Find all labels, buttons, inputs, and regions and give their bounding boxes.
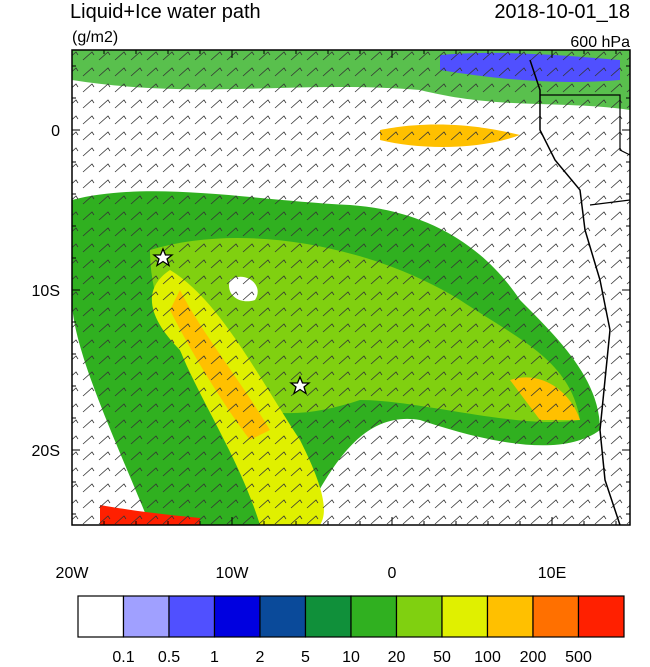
colorbar-box — [577, 595, 625, 638]
units: (g/m2) — [72, 29, 118, 46]
colorbar-box — [486, 595, 534, 638]
colorbar-label: 50 — [433, 649, 451, 666]
y-tick-label: 0 — [51, 123, 60, 140]
colorbar-box — [168, 595, 216, 638]
colorbar-label: 200 — [520, 649, 547, 666]
colorbar-label: 100 — [474, 649, 501, 666]
colorbar-box — [350, 595, 398, 638]
colorbar-box — [122, 595, 170, 638]
colorbar-label: 0.1 — [112, 649, 134, 666]
colorbar-box — [395, 595, 443, 638]
colorbar-label: 5 — [301, 649, 310, 666]
colorbar-label: 2 — [256, 649, 265, 666]
title: Liquid+Ice water path — [70, 1, 261, 23]
y-tick-label: 20S — [32, 443, 60, 460]
x-tick-label: 10E — [538, 565, 566, 582]
time: 2018-10-01_18 — [494, 1, 630, 23]
colorbar-box — [441, 595, 489, 638]
colorbar-box — [532, 595, 580, 638]
colorbar-box — [213, 595, 261, 638]
colorbar-box — [77, 595, 125, 638]
y-tick-label: 10S — [32, 283, 60, 300]
colorbar-label: 20 — [388, 649, 406, 666]
frame-ticks — [71, 50, 630, 525]
map-field — [72, 50, 630, 525]
map-frame — [71, 49, 631, 526]
colorbar-box — [304, 595, 352, 638]
colorbar-label: 500 — [565, 649, 592, 666]
colorbar-label: 10 — [342, 649, 360, 666]
x-tick-label: 20W — [56, 565, 90, 582]
level: 600 hPa — [570, 34, 630, 51]
colorbar-box — [259, 595, 307, 638]
colorbar-label: 0.5 — [158, 649, 180, 666]
colorbar-label: 1 — [210, 649, 219, 666]
x-tick-label: 10W — [216, 565, 250, 582]
x-tick-label: 0 — [388, 565, 397, 582]
